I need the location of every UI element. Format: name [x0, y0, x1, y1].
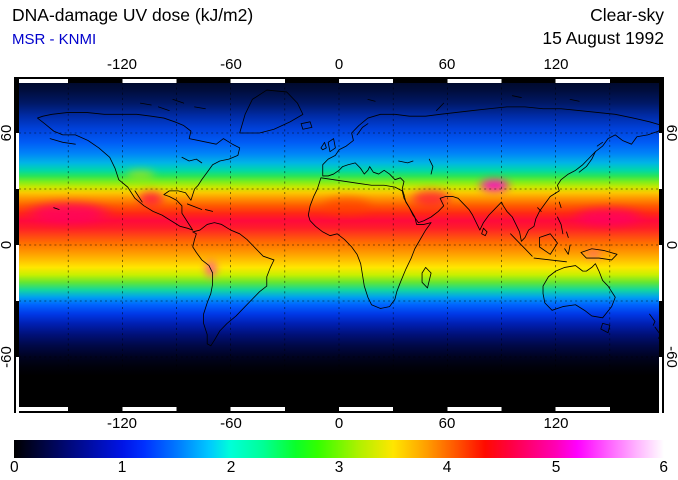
hotspot-great-basin-high — [116, 166, 164, 182]
lat-tick-right--60: -60 — [663, 346, 678, 368]
coast-java — [533, 257, 567, 263]
date-label: 15 August 1992 — [542, 28, 664, 48]
coast-japan — [578, 151, 596, 173]
coast-australia — [542, 263, 616, 319]
coast-new-zealand-north — [649, 313, 656, 326]
colorbar-tick-2: 2 — [226, 459, 236, 476]
coast-greenland — [239, 89, 304, 134]
coast-hokkaido — [596, 141, 604, 147]
coast-baja-california — [134, 190, 143, 203]
canadian-arctic-islands-3 — [139, 102, 152, 106]
hotspot-central-pacific-high — [14, 196, 134, 231]
sky-condition-label: Clear-sky — [590, 5, 664, 25]
coast-new-guinea — [580, 248, 618, 261]
graticule — [14, 77, 664, 413]
coastlines — [37, 89, 663, 347]
colorbar-tick-0: 0 — [10, 459, 19, 476]
lon-tick-top--60: -60 — [220, 56, 242, 73]
colorbar-tick-5: 5 — [551, 459, 561, 476]
canadian-arctic-islands-1 — [158, 106, 170, 112]
lon-tick-bottom-60: 60 — [438, 415, 456, 432]
coast-taiwan — [558, 201, 562, 209]
colorbar — [14, 440, 664, 458]
lat-tick-right-60: 60 — [663, 124, 678, 142]
coast-borneo — [539, 233, 558, 255]
lat-tick-left-0: 0 — [0, 223, 15, 267]
coast-sulawesi — [564, 244, 571, 255]
aleutian-islands — [49, 138, 76, 145]
coast-hainan — [537, 207, 542, 212]
coast-iceland — [300, 121, 313, 130]
map-frame-left — [14, 77, 19, 413]
map-frame-bottom — [14, 407, 664, 413]
baltic-sea — [356, 123, 369, 136]
lat-tick-left-60: 60 — [0, 124, 15, 142]
lon-tick-top-0: 0 — [334, 56, 344, 73]
coast-cuba — [186, 203, 203, 210]
svalbard — [367, 98, 376, 102]
lon-tick-bottom--120: -120 — [106, 415, 138, 432]
page-title: DNA-damage UV dose (kJ/m2) — [12, 5, 254, 25]
great-lakes — [181, 156, 203, 164]
hotspot-west-pacific-high — [553, 202, 663, 232]
new-siberian-islands — [569, 98, 580, 102]
coast-sumatra — [510, 233, 533, 257]
hotspot-tibetan-plateau-max — [470, 175, 518, 195]
map-frame-right — [659, 77, 664, 413]
canadian-arctic-islands-2 — [172, 98, 185, 104]
coast-madagascar — [421, 266, 432, 289]
data-source-label: MSR - KNMI — [12, 31, 97, 48]
novaya-zemlya — [436, 102, 445, 112]
lon-tick-bottom-0: 0 — [334, 415, 344, 432]
canadian-arctic-islands-4 — [194, 106, 206, 110]
world-uv-heatmap — [14, 77, 664, 413]
hotspot-arabia-iran-high — [400, 185, 462, 212]
colorbar-tick-1: 1 — [117, 459, 127, 476]
hawaii-islands — [53, 207, 60, 210]
coast-britain — [327, 138, 336, 153]
severnaya-zemlya — [511, 95, 522, 98]
colorbar-tick-4: 4 — [442, 459, 452, 476]
caspian-sea — [428, 158, 434, 175]
coast-africa — [307, 177, 432, 309]
coast-eurasia — [322, 106, 663, 242]
coast-ireland — [320, 141, 327, 151]
lat-tick-left--60: -60 — [0, 346, 15, 368]
coast-philippines — [557, 216, 564, 235]
coast-south-america — [192, 222, 275, 347]
lon-tick-top-120: 120 — [543, 56, 569, 73]
lon-tick-top-60: 60 — [438, 56, 456, 73]
coast-tasmania — [600, 322, 611, 334]
coast-philippines-south — [566, 231, 569, 238]
hotspot-sahara-high — [306, 190, 386, 221]
coast-sri-lanka — [481, 227, 488, 237]
lat-tick-right-0: 0 — [663, 223, 678, 267]
coast-north-america — [37, 112, 241, 231]
lon-tick-bottom-120: 120 — [543, 415, 569, 432]
colorbar-tick-6: 6 — [659, 459, 668, 476]
lon-tick-bottom--60: -60 — [220, 415, 242, 432]
black-sea — [398, 160, 414, 164]
lon-tick-top--120: -120 — [106, 56, 138, 73]
hotspot-new-guinea-high — [580, 249, 607, 259]
map-overlay — [14, 77, 664, 413]
colorbar-tick-3: 3 — [334, 459, 344, 476]
coast-hispaniola — [204, 209, 214, 212]
map-frame-top — [14, 77, 664, 83]
